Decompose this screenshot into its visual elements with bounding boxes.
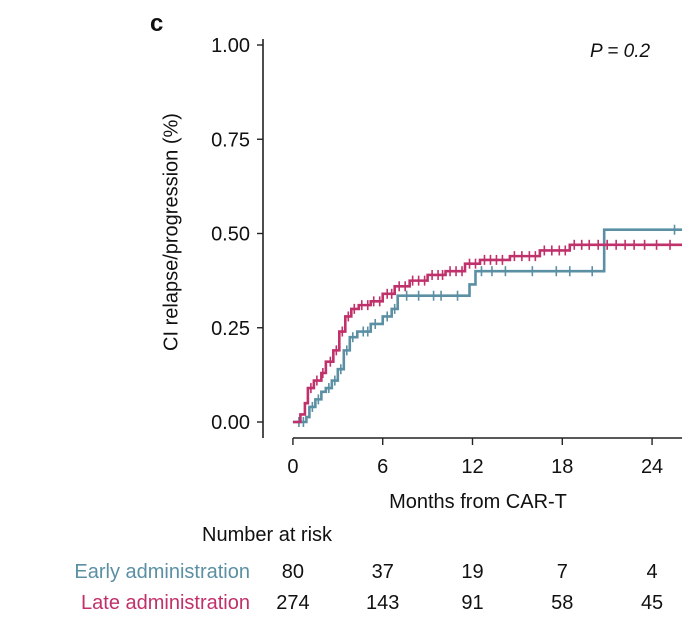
- panel-letter: c: [150, 10, 164, 37]
- risk-value-late: 274: [276, 592, 310, 614]
- risk-value-early: 80: [281, 561, 305, 583]
- risk-label-late: Late administration: [81, 592, 250, 614]
- risk-value-early: 4: [646, 561, 658, 583]
- risk-value-early: 7: [556, 561, 568, 583]
- x-axis-title: Months from CAR-T: [389, 491, 567, 513]
- risk-value-late: 45: [640, 592, 664, 614]
- x-tick-label: 0: [287, 456, 298, 478]
- risk-value-late: 143: [366, 592, 400, 614]
- risk-table-title: Number at risk: [202, 524, 333, 546]
- risk-value-early: 19: [461, 561, 484, 583]
- x-tick-label: 24: [641, 456, 663, 478]
- y-tick-label: 0.25: [211, 318, 250, 340]
- risk-value-late: 58: [551, 592, 574, 614]
- risk-label-early: Early administration: [74, 561, 250, 583]
- risk-value-late: 91: [461, 592, 484, 614]
- y-tick-label: 1.00: [211, 35, 250, 57]
- x-tick-label: 12: [461, 456, 483, 478]
- curve-early: [292, 228, 682, 424]
- y-tick-label: 0.00: [211, 412, 250, 434]
- y-tick-label: 0.50: [211, 224, 250, 246]
- x-tick-label: 18: [551, 456, 573, 478]
- risk-value-early: 37: [371, 561, 394, 583]
- x-tick-label: 6: [377, 456, 388, 478]
- curve-late: [292, 243, 682, 424]
- p-value: P = 0.2: [590, 41, 651, 62]
- y-tick-label: 0.75: [211, 129, 250, 151]
